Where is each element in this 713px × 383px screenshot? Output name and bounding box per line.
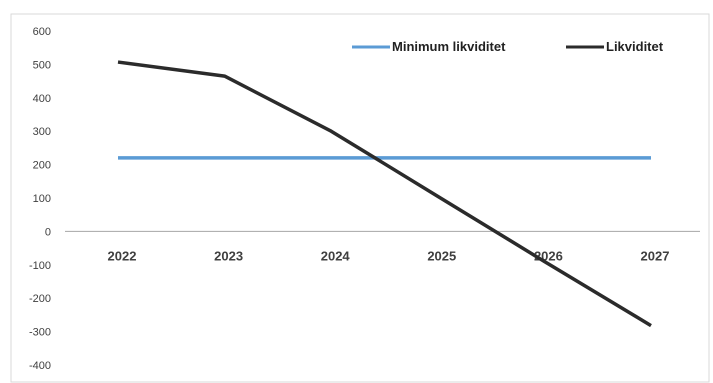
- y-tick-label: 0: [45, 226, 51, 238]
- category-label: 2022: [108, 248, 137, 263]
- y-tick-label: 100: [33, 193, 51, 205]
- y-tick-label: -300: [29, 327, 51, 339]
- category-label: 2024: [321, 248, 351, 263]
- category-label: 2023: [214, 248, 243, 263]
- category-label: 2025: [427, 248, 456, 263]
- y-tick-label: -400: [29, 360, 51, 372]
- y-tick-label: 600: [33, 26, 51, 38]
- y-tick-label: -100: [29, 260, 51, 272]
- y-tick-label: 400: [33, 93, 51, 105]
- legend-label-minimum-likviditet: Minimum likviditet: [392, 39, 506, 54]
- series-line-likviditet: [117, 60, 652, 328]
- legend: Minimum likviditet Likviditet: [352, 39, 664, 54]
- category-label: 2027: [641, 248, 670, 263]
- legend-label-likviditet: Likviditet: [606, 39, 664, 54]
- y-tick-label: -200: [29, 293, 51, 305]
- y-tick-label: 500: [33, 59, 51, 71]
- chart-area: [10, 13, 710, 383]
- series-lines: [117, 60, 652, 328]
- y-tick-label: 200: [33, 160, 51, 172]
- y-axis-tick-labels: 600 500 400 300 200 100 0 -100 -200 -300 -400: [29, 26, 51, 372]
- y-tick-label: 300: [33, 126, 51, 138]
